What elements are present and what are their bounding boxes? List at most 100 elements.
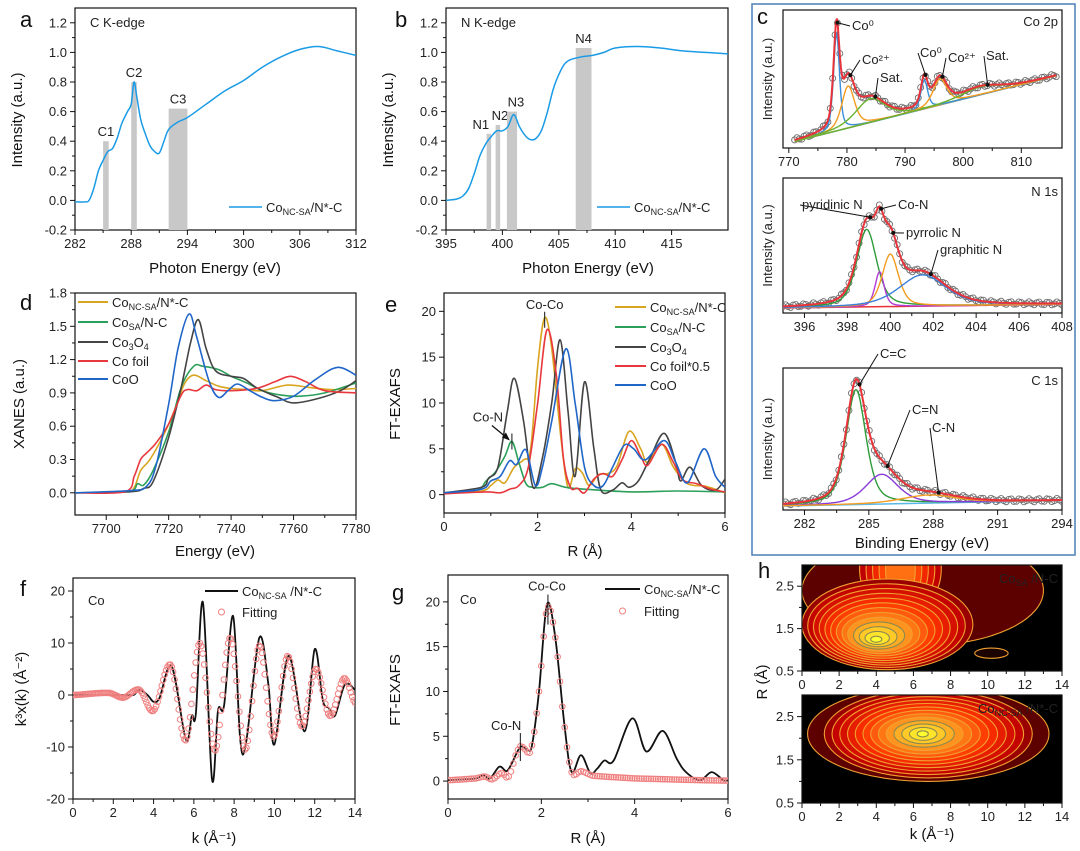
y-tick-label: 1.2 (49, 352, 67, 367)
fit-envelope (783, 378, 1062, 505)
fit-point (196, 639, 204, 647)
x-tick-label: 2 (836, 809, 843, 824)
fit-point (598, 773, 606, 780)
fit-point (174, 695, 181, 703)
annotation-arrow (859, 353, 879, 385)
fit-point (236, 708, 243, 716)
fit-point (143, 698, 150, 706)
arrow-head (940, 74, 945, 79)
x-tick-label: 282 (64, 236, 86, 251)
x-tick-label: 288 (120, 236, 142, 251)
fit-point (659, 775, 666, 783)
fit-point (615, 774, 622, 781)
fit-point (252, 655, 260, 663)
x-axis-label: Energy (eV) (175, 543, 255, 560)
fit-point (264, 697, 271, 705)
fit-point (703, 776, 711, 784)
component-label: C=C (880, 346, 906, 361)
plot-title: Co (460, 592, 477, 607)
fit-point (561, 724, 568, 731)
subscript: SA (129, 322, 141, 332)
annotation-label: Co-N (491, 718, 521, 733)
legend-label: Co3O4 (650, 340, 687, 357)
data-point (855, 89, 863, 97)
fit-point (722, 777, 728, 784)
series-line (75, 374, 356, 494)
y-tick-label: 0.4 (420, 134, 438, 149)
fit-point (346, 684, 353, 692)
band-label: C1 (98, 124, 115, 139)
arrow-head (835, 20, 840, 25)
component-label: Sat. (880, 70, 903, 85)
fit-point (272, 726, 280, 734)
subscript: NC-SA (661, 589, 689, 599)
x-axis-label: R (Å) (568, 543, 603, 560)
fit-point (717, 777, 725, 784)
annotation-label: Co-N (473, 410, 503, 425)
fit-point (320, 693, 328, 701)
fit-point (512, 752, 519, 759)
component-label: pyridinic N (802, 197, 863, 212)
label-part: /N-C (679, 320, 706, 335)
fit-point (671, 776, 678, 783)
panel-letter: b (395, 7, 407, 32)
y-tick-label: 0 (58, 688, 65, 703)
label-part: /N-C (1028, 571, 1058, 586)
band-label: N3 (508, 95, 525, 110)
fit-point (334, 690, 342, 698)
fit-point (699, 776, 706, 784)
series-line (444, 348, 725, 494)
energy-band (495, 124, 501, 230)
x-tick-label: 0 (69, 805, 76, 820)
fit-point (566, 758, 573, 766)
fit-point (288, 665, 295, 673)
y-tick-label: 1.5 (49, 319, 67, 334)
x-tick-label: 2 (110, 805, 117, 820)
fit-point (603, 773, 610, 781)
y-tick-label: 0.8 (49, 75, 67, 90)
fit-point (549, 618, 557, 626)
wavelet-map: 0 2 4 6 8 10 12 14 0.5 1.5 2.5 CoNC-SA /N*-C (776, 694, 1069, 824)
x-tick-label: 408 (1051, 319, 1073, 334)
fit-point (675, 776, 683, 783)
fit-point (171, 676, 178, 683)
x-tick-label: 7700 (92, 521, 121, 536)
x-tick-label: 12 (1018, 677, 1032, 692)
fit-point (241, 746, 249, 753)
fit-point (276, 696, 284, 703)
energy-band (103, 141, 109, 230)
fit-point (169, 668, 177, 676)
arrow-head (879, 206, 884, 211)
fit-point (666, 776, 673, 783)
fit-point (275, 707, 283, 715)
fit-point (337, 680, 345, 688)
x-tick-label: 4 (150, 805, 157, 820)
fit-point (217, 707, 225, 714)
fit-point (291, 684, 298, 692)
x-tick-label: 14 (348, 805, 362, 820)
label-part: Co (266, 200, 283, 215)
arrow-head (848, 73, 853, 78)
band-label: N2 (492, 108, 509, 123)
fit-point (505, 773, 512, 780)
fit-point (589, 772, 596, 780)
fit-point (594, 772, 601, 780)
x-axis-label: R (Å) (571, 830, 606, 847)
y-axis-label: Intensity (a.u.) (9, 72, 26, 167)
label-part: Co (644, 582, 661, 597)
component-label: graphitic N (940, 242, 1002, 257)
label-part: Co (112, 295, 129, 310)
x-axis-label: k (Å⁻¹) (192, 830, 237, 847)
fit-point (234, 693, 242, 700)
y-tick-label: 0 (429, 487, 436, 502)
fit-point (715, 777, 722, 784)
y-axis-label: XANES (a.u.) (11, 359, 28, 449)
fit-point (336, 685, 343, 692)
y-tick-label: 2.5 (776, 709, 794, 724)
fit-point (559, 703, 566, 710)
panel-b: 395 400 405 410 415 -0.2 0.0 0.2 0.4 0.6 0.8 1.0 1.2… (380, 7, 729, 277)
fit-point (554, 653, 561, 661)
fit-point (248, 697, 256, 705)
